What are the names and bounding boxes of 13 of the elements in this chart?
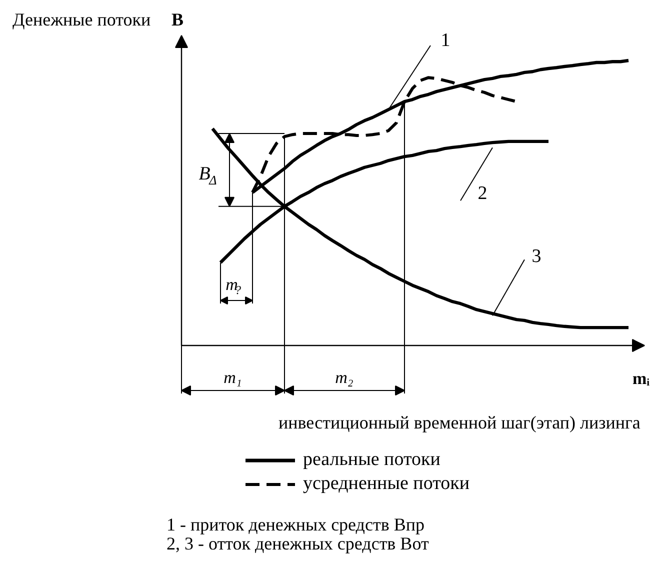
text: 1 - приток денежных средств Впр [166,514,424,534]
y-axis-title: Денежные потоки B [12,10,184,30]
text: mᵢ [632,369,650,388]
annotation: m? [226,275,241,297]
text: 2, 3 - отток денежных средств Вот [166,534,429,554]
x-axis-title: инвестиционный временной шаг(этап) лизинга [278,412,640,432]
series-label: 1 [440,30,450,52]
legend-label: усредненные потоки [303,473,470,495]
text: реальные потоки [303,449,440,471]
text: m₂ [335,368,354,387]
text: 2 [478,183,488,204]
text: 3 [532,246,542,268]
text: m₁ [224,368,242,387]
